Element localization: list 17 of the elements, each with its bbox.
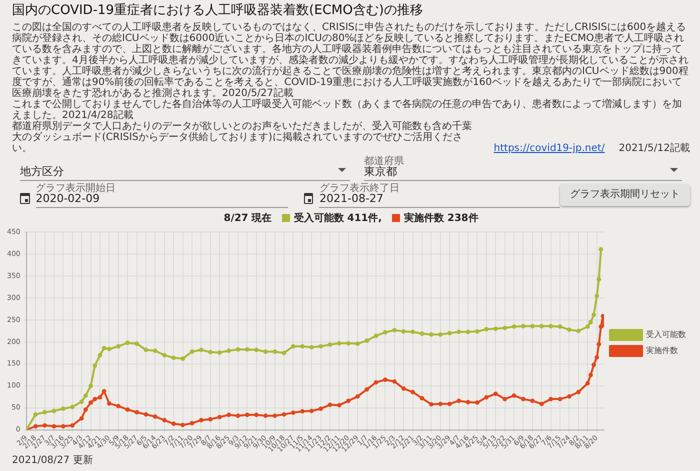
legend-label: 実施件数 [646,346,678,356]
text: 受入可能数 411件, [294,213,382,224]
date-field: グラフ表示開始日 2020-02-09 [36,184,288,208]
legend-label: 受入可能数 [646,330,686,340]
text: 8/27 現在 [224,213,272,224]
text: https://covid19-jp.net/ [494,143,605,154]
select-field: 地方区分 [20,157,350,181]
text: 2021/5/12記載 [618,143,690,154]
text: これまで公開しておりませんでした各自治体等の人工呼吸受入可能ベッド数（あくまで各病院の任意の申告であり、患者数によって増減します）を加えました。2021/4/28記載 [12,99,683,121]
text: 2021/08/27 更新 [11,455,94,467]
select-field: 都道府県 東京都 [364,157,682,181]
text: この図は全国のすべての人工呼吸患者を反映しているものではなく、CRISISに申告されたものだけを示しております。ただしCRISISには600を越える病院が登録され、その総ICUベッド数は6000近いことから日本のICUの80%ほどを反映していると推察しております。またECMO患者で人工呼吸されている数を含みますので、上図と数に解離がございます。各地方の人工呼吸器装着例申告数についてはもっとも注目されている東京をトップに持ってきています。4月後半から人工呼吸患者が減少していますが、感染者数の減少よりも緩やかです。すなわち人工呼吸管理が長期化していることが示されています。人工呼吸患者が減少しきらないうちに次の流行が起きることで医療崩壊の危険性は増すと考えられます。東京都内のICUベッド総数は900程度ですが、通常は90%前後の回転率であることを考えると、COVID-19重患における人工呼吸実施数が160ベッドを越えるあたりで一部病院において医療崩壊をきたす恐れがあると推測されます。2020/5/27記載 [12,22,690,99]
date-field: グラフ表示終了日 2021-08-27 [319,184,560,208]
text: 実施件数 238件 [404,213,478,224]
button: グラフ表示期間リセット [560,184,690,206]
chart-title: 国内のCOVID-19重症者における人工呼吸器装着数(ECMO含む)の推移 [12,3,424,19]
text: 都道府県別データで人口あたりのデータが欲しいとのお声をいただきましたが、受入可能数も含め千葉大のダッシュボード(CRISISからデータ供給しております)に掲載されていますのでぜひご活用ください。 [12,121,473,154]
